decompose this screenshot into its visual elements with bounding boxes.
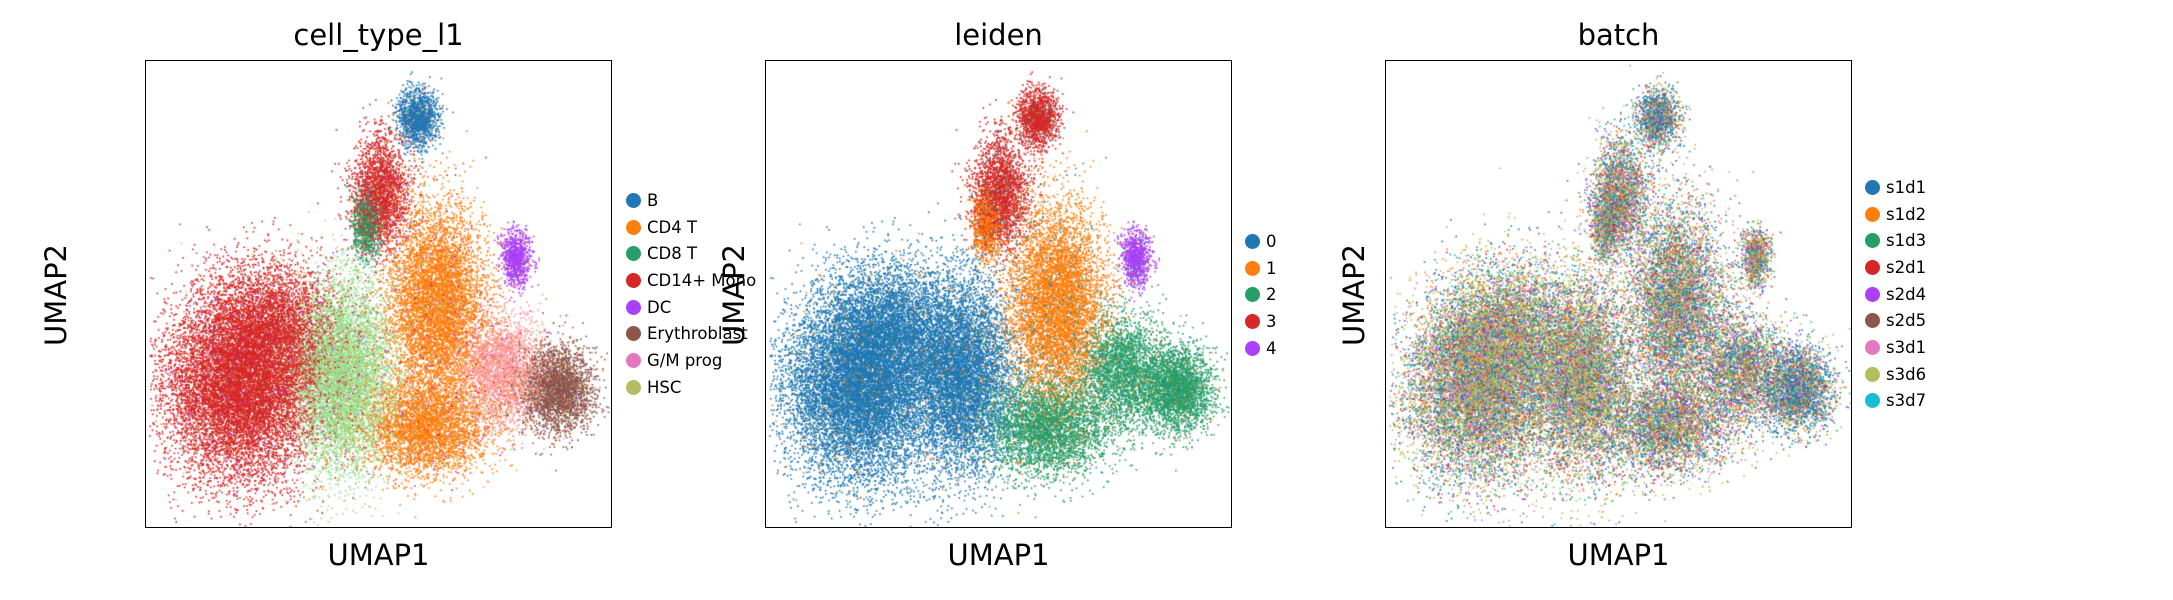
legend-marker [1865,339,1880,355]
legend-label: CD4 T [647,217,698,237]
legend-item: 2 [1245,281,1277,308]
umap-scatter-points [766,61,1231,527]
legend-item: s1d2 [1865,201,1926,228]
legend-marker [1245,233,1260,249]
legend: 0 1 2 3 4 [1245,228,1277,361]
legend-marker [1245,313,1260,329]
legend-marker [1865,393,1880,409]
panel-title: leiden [954,18,1043,52]
legend: s1d1 s1d2 s1d3 s2d1 s2d4 s2d5 s3d1 s3d6 s3d7 [1865,174,1926,414]
legend-marker [1865,206,1880,222]
legend-marker [626,326,641,342]
legend-label: 4 [1266,338,1277,358]
legend-item: s3d7 [1865,388,1926,415]
umap-scatter-points [146,61,611,527]
legend-label: s2d5 [1886,311,1927,331]
legend-item: DC [626,294,756,321]
legend-item: s2d1 [1865,254,1926,281]
legend-item: s3d1 [1865,334,1926,361]
legend-label: G/M prog [647,350,723,370]
legend-item: CD8 T [626,240,756,267]
y-axis-label: UMAP2 [39,243,73,347]
legend-label: s3d7 [1886,391,1927,411]
legend-marker [1865,233,1880,249]
legend-item: s1d1 [1865,174,1926,201]
legend-marker [626,219,641,235]
legend-marker [626,192,641,208]
legend-item: 0 [1245,228,1277,255]
legend-item: 1 [1245,255,1277,282]
legend-item: G/M prog [626,347,756,374]
umap-scatter-points [1386,61,1851,527]
legend-marker [626,272,641,288]
legend-marker [626,352,641,368]
legend-label: CD14+ Mono [647,270,757,290]
legend-marker [1245,340,1260,356]
legend-item: 3 [1245,308,1277,335]
legend-label: CD8 T [647,244,698,264]
legend-label: 1 [1266,258,1277,278]
y-axis-label: UMAP2 [1337,243,1371,347]
legend-marker [1245,287,1260,303]
scatter-plot-area [1385,60,1852,528]
legend-item: B [626,187,756,214]
x-axis-label: UMAP1 [327,538,430,572]
legend-label: 0 [1266,231,1277,251]
legend-label: 2 [1266,285,1277,305]
legend-item: Erythroblast [626,320,756,347]
legend-label: s1d1 [1886,177,1927,197]
legend-label: s2d4 [1886,284,1927,304]
legend-item: s3d6 [1865,361,1926,388]
legend-label: s2d1 [1886,257,1927,277]
legend-label: s3d1 [1886,337,1927,357]
scatter-plot-area [765,60,1232,528]
legend-item: HSC [626,374,756,401]
legend-marker [1865,259,1880,275]
legend-marker [1865,179,1880,195]
legend-label: 3 [1266,311,1277,331]
legend-label: s1d3 [1886,231,1927,251]
legend: B CD4 T CD8 T CD14+ Mono DC Erythroblast G/M p… [626,187,756,401]
x-axis-label: UMAP1 [947,538,1050,572]
legend-item: s1d3 [1865,227,1926,254]
legend-item: 4 [1245,335,1277,362]
legend-item: CD4 T [626,214,756,241]
legend-marker [1245,260,1260,276]
legend-label: Erythroblast [647,324,748,344]
legend-label: HSC [647,377,682,397]
legend-label: s1d2 [1886,204,1927,224]
legend-marker [1865,286,1880,302]
legend-label: B [647,190,659,210]
legend-marker [626,379,641,395]
legend-marker [626,299,641,315]
scatter-plot-area [145,60,612,528]
legend-marker [626,246,641,262]
legend-item: s2d4 [1865,281,1926,308]
y-axis-label: UMAP2 [717,243,751,347]
legend-marker [1865,366,1880,382]
legend-label: DC [647,297,672,317]
panel-title: cell_type_l1 [293,18,464,52]
x-axis-label: UMAP1 [1567,538,1670,572]
legend-item: s2d5 [1865,307,1926,334]
legend-label: s3d6 [1886,364,1927,384]
legend-item: CD14+ Mono [626,267,756,294]
panel-title: batch [1577,18,1660,52]
legend-marker [1865,313,1880,329]
